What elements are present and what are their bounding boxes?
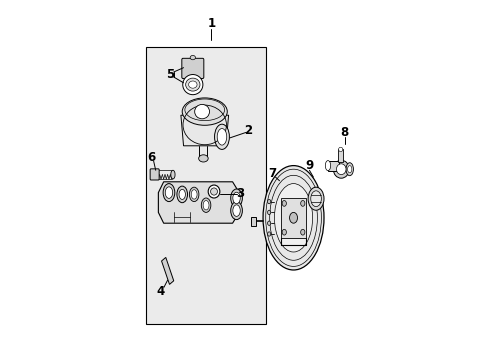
Text: 9: 9 — [305, 159, 313, 172]
Ellipse shape — [346, 163, 353, 176]
Ellipse shape — [289, 212, 297, 223]
Ellipse shape — [336, 164, 346, 175]
Ellipse shape — [208, 185, 220, 198]
Ellipse shape — [214, 124, 229, 149]
Ellipse shape — [267, 199, 270, 204]
Polygon shape — [181, 115, 228, 146]
Bar — [337, 149, 343, 162]
Ellipse shape — [282, 201, 286, 206]
FancyBboxPatch shape — [150, 169, 159, 180]
Ellipse shape — [177, 186, 187, 203]
Ellipse shape — [267, 210, 270, 215]
Ellipse shape — [347, 166, 351, 173]
Ellipse shape — [190, 55, 195, 60]
Text: 7: 7 — [268, 167, 276, 180]
Ellipse shape — [263, 166, 324, 270]
Ellipse shape — [191, 190, 197, 199]
Text: 3: 3 — [236, 187, 244, 200]
Ellipse shape — [198, 155, 208, 162]
Text: 1: 1 — [207, 17, 215, 30]
FancyBboxPatch shape — [182, 58, 203, 78]
Ellipse shape — [325, 161, 330, 171]
Ellipse shape — [282, 229, 286, 235]
Text: 8: 8 — [340, 126, 348, 139]
Bar — [327, 161, 338, 171]
Ellipse shape — [310, 191, 321, 207]
Bar — [146, 47, 265, 324]
Ellipse shape — [201, 198, 210, 212]
Ellipse shape — [170, 170, 175, 179]
Ellipse shape — [185, 78, 200, 91]
Text: 4: 4 — [157, 285, 165, 298]
Bar — [251, 217, 255, 226]
Ellipse shape — [267, 232, 270, 236]
Ellipse shape — [267, 221, 270, 225]
Ellipse shape — [230, 202, 242, 220]
Text: 6: 6 — [146, 151, 155, 164]
Ellipse shape — [165, 187, 172, 198]
Ellipse shape — [300, 201, 305, 206]
Ellipse shape — [179, 189, 185, 199]
Polygon shape — [280, 198, 305, 238]
Ellipse shape — [274, 184, 312, 252]
Ellipse shape — [203, 201, 208, 210]
Ellipse shape — [232, 192, 240, 204]
Ellipse shape — [163, 184, 174, 202]
Ellipse shape — [338, 147, 342, 152]
Ellipse shape — [183, 75, 203, 95]
Ellipse shape — [188, 81, 197, 88]
Ellipse shape — [189, 187, 199, 202]
Text: 5: 5 — [165, 68, 174, 81]
Ellipse shape — [300, 229, 305, 235]
Ellipse shape — [182, 98, 227, 125]
Polygon shape — [158, 182, 239, 223]
Ellipse shape — [232, 205, 240, 216]
Ellipse shape — [307, 187, 324, 210]
Ellipse shape — [230, 189, 242, 207]
Polygon shape — [161, 257, 173, 284]
Text: 2: 2 — [244, 124, 252, 137]
Ellipse shape — [210, 188, 217, 195]
Ellipse shape — [333, 160, 348, 178]
Ellipse shape — [194, 104, 209, 119]
Ellipse shape — [217, 129, 226, 145]
